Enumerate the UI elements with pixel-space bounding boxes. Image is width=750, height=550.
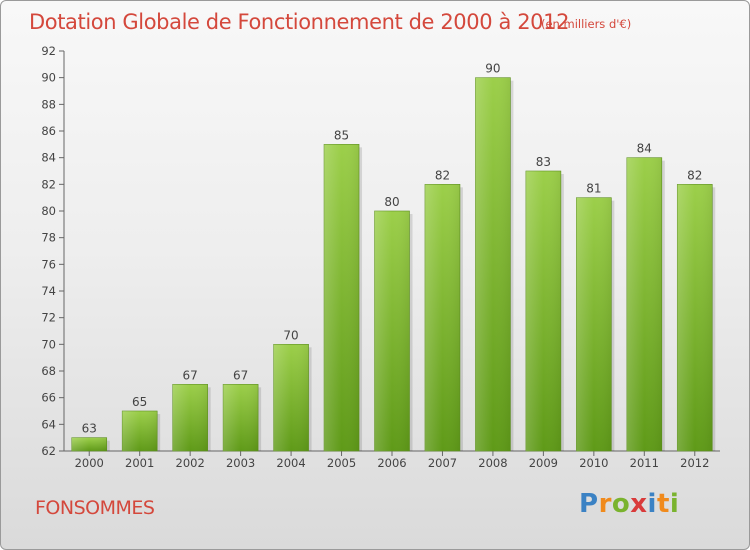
proxiti-logo: Proxiti (579, 489, 680, 519)
x-tick-label: 2000 (75, 456, 104, 470)
bar-series (71, 77, 716, 452)
chart-unit-note: (en milliers d'€) (541, 17, 632, 31)
y-tick-label: 92 (41, 44, 56, 58)
x-tick-label: 2011 (630, 456, 659, 470)
y-tick-label: 66 (41, 391, 56, 405)
chart-axes: 62 64 66 68 70 72 74 76 78 80 82 84 86 88 90 92 2000 2001… (41, 44, 720, 470)
y-tick-label: 78 (41, 231, 56, 245)
bar-highlight (626, 157, 662, 451)
x-tick-label: 2010 (579, 456, 608, 470)
bar-value-label: 84 (637, 142, 652, 156)
bar-highlight (122, 411, 158, 451)
bar-highlight (374, 211, 410, 451)
bar-value-labels: 63 65 67 67 70 85 80 82 90 83 81 84 82 (82, 62, 703, 436)
x-tick-label: 2005 (327, 456, 356, 470)
y-tick-label: 64 (41, 417, 56, 431)
x-tick-label: 2001 (125, 456, 154, 470)
x-tick-label: 2007 (428, 456, 457, 470)
bar-highlight (324, 144, 360, 452)
bar-highlight (71, 437, 107, 451)
bar-value-label: 65 (132, 395, 147, 409)
y-tick-label: 68 (41, 364, 56, 378)
y-tick-label: 62 (41, 444, 56, 458)
bar-value-label: 82 (687, 168, 702, 182)
bar-value-label: 90 (485, 62, 500, 76)
x-tick-label: 2009 (529, 456, 558, 470)
bar-highlight (677, 184, 713, 452)
y-tick-label: 76 (41, 257, 56, 271)
bar-value-label: 70 (283, 328, 298, 342)
bar-highlight (223, 384, 259, 451)
bar-highlight (273, 344, 309, 451)
commune-name: FONSOMMES (35, 497, 155, 519)
x-tick-label: 2002 (176, 456, 205, 470)
bar-highlight (576, 197, 612, 451)
bar-highlight (424, 184, 460, 452)
bar-value-label: 81 (586, 182, 601, 196)
bar-value-label: 80 (384, 195, 399, 209)
y-tick-label: 88 (41, 97, 56, 111)
bar-value-label: 85 (334, 128, 349, 142)
bar-value-label: 67 (233, 368, 248, 382)
bar-value-label: 63 (82, 422, 97, 436)
bar-highlight (475, 77, 511, 452)
y-tick-label: 74 (41, 284, 56, 298)
x-tick-label: 2003 (226, 456, 255, 470)
y-tick-label: 84 (41, 151, 56, 165)
y-tick-label: 80 (41, 204, 56, 218)
bar-highlight (525, 171, 561, 451)
x-tick-label: 2008 (478, 456, 507, 470)
chart-title: Dotation Globale de Fonctionnement de 20… (29, 10, 570, 34)
y-tick-label: 70 (41, 337, 56, 351)
y-tick-label: 82 (41, 177, 56, 191)
y-tick-label: 86 (41, 124, 56, 138)
y-tick-label: 72 (41, 311, 56, 325)
x-tick-label: 2004 (276, 456, 305, 470)
y-tick-label: 90 (41, 71, 56, 85)
bar-value-label: 83 (536, 155, 551, 169)
x-tick-label: 2006 (377, 456, 406, 470)
bar-value-label: 67 (183, 368, 198, 382)
bar-value-label: 82 (435, 168, 450, 182)
x-tick-label: 2012 (680, 456, 709, 470)
bar-highlight (172, 384, 208, 451)
